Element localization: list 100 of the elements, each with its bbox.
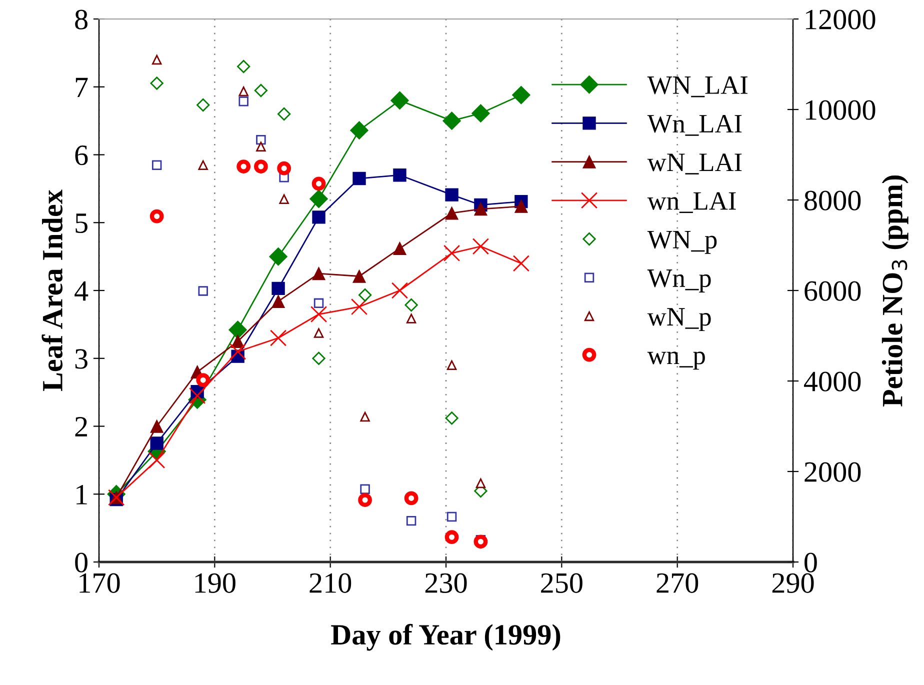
legend-label: wN_p	[647, 308, 711, 332]
point	[445, 188, 458, 202]
point	[312, 210, 326, 224]
point	[310, 190, 328, 208]
x-tick-label: 250	[541, 573, 582, 593]
y2-tick-label: 10000	[806, 100, 876, 120]
point	[310, 306, 328, 323]
point	[360, 484, 370, 494]
point	[358, 493, 372, 507]
point	[229, 343, 246, 360]
y2-axis-title: Petiole NO$_{3}$ (ppm)	[882, 176, 908, 407]
point	[150, 436, 164, 450]
point	[188, 387, 206, 404]
point	[514, 200, 528, 213]
x-axis-title: Day of Year (1999)	[331, 624, 560, 651]
point	[236, 160, 251, 174]
point	[256, 142, 266, 152]
y-tick-label: 4	[74, 281, 88, 301]
point	[312, 176, 326, 191]
point	[443, 244, 460, 262]
x-tick-label: 190	[195, 573, 236, 593]
point	[312, 266, 326, 280]
point	[472, 238, 490, 255]
legend-label: WN_p	[647, 230, 717, 254]
point	[152, 54, 162, 65]
point	[406, 516, 416, 526]
legend-label: Wn_LAI	[647, 114, 742, 136]
y2-tick-label: 4000	[804, 372, 861, 392]
point	[352, 270, 366, 283]
y-tick-label: 7	[76, 78, 88, 97]
y-tick-label: 6	[75, 146, 88, 166]
point	[198, 160, 208, 170]
point	[279, 194, 289, 204]
y2-tick-label: 2000	[804, 462, 861, 482]
y-tick-label: 5	[76, 214, 88, 234]
point	[474, 202, 488, 216]
y2-tick-label: 0	[804, 552, 817, 572]
point	[196, 373, 210, 388]
x-tick-label: 270	[656, 573, 698, 593]
point	[512, 86, 530, 104]
legend-label: wn_p	[647, 352, 705, 370]
legend-label: wN_LAI	[647, 154, 742, 174]
legend-label: wn_LAI	[647, 192, 736, 214]
point	[350, 121, 368, 140]
x-tick-label: 290	[772, 573, 814, 593]
point	[272, 294, 285, 308]
x-tick-label: 170	[80, 573, 120, 593]
point	[254, 160, 268, 174]
point	[391, 282, 408, 299]
point	[314, 328, 324, 338]
point	[445, 412, 458, 425]
point	[446, 360, 457, 370]
point	[152, 160, 162, 170]
legend-label: WN_LAI	[647, 76, 748, 98]
point	[254, 84, 268, 98]
point	[442, 112, 461, 130]
y-axis-title: Leaf Area Index	[42, 190, 63, 392]
point	[236, 60, 250, 74]
point	[312, 352, 326, 365]
point	[390, 91, 409, 110]
point	[393, 168, 406, 182]
point	[269, 247, 288, 266]
y2-tick-label: 12000	[806, 10, 876, 30]
point	[350, 298, 368, 316]
point	[314, 298, 324, 308]
point	[270, 330, 287, 346]
point	[444, 530, 459, 544]
point	[404, 298, 418, 312]
point	[358, 288, 372, 302]
point	[228, 320, 247, 340]
point	[238, 96, 248, 106]
y-tick-label: 8	[75, 10, 88, 30]
point	[231, 334, 244, 348]
x-tick-label: 230	[425, 573, 467, 593]
x-tick-label: 210	[310, 573, 352, 593]
point	[238, 86, 248, 96]
point	[404, 491, 418, 506]
y2-tick-label: 8000	[804, 190, 861, 210]
point	[277, 161, 292, 176]
point	[472, 104, 490, 123]
point	[352, 172, 366, 186]
point	[474, 534, 488, 549]
point	[150, 76, 164, 90]
point	[512, 255, 530, 272]
point	[360, 412, 370, 422]
point	[393, 242, 406, 256]
y2-tick-label: 6000	[804, 281, 861, 301]
point	[277, 107, 291, 121]
point	[406, 314, 416, 324]
point	[150, 209, 164, 224]
point	[150, 420, 164, 433]
point	[196, 98, 210, 112]
y-tick-label: 1	[76, 484, 87, 504]
point	[198, 286, 208, 296]
y-tick-label: 2	[75, 417, 87, 436]
legend-label: Wn_p	[647, 270, 711, 292]
point	[272, 282, 285, 296]
y-tick-label: 3	[75, 349, 88, 369]
y-tick-label: 0	[75, 552, 88, 572]
point	[148, 452, 166, 469]
